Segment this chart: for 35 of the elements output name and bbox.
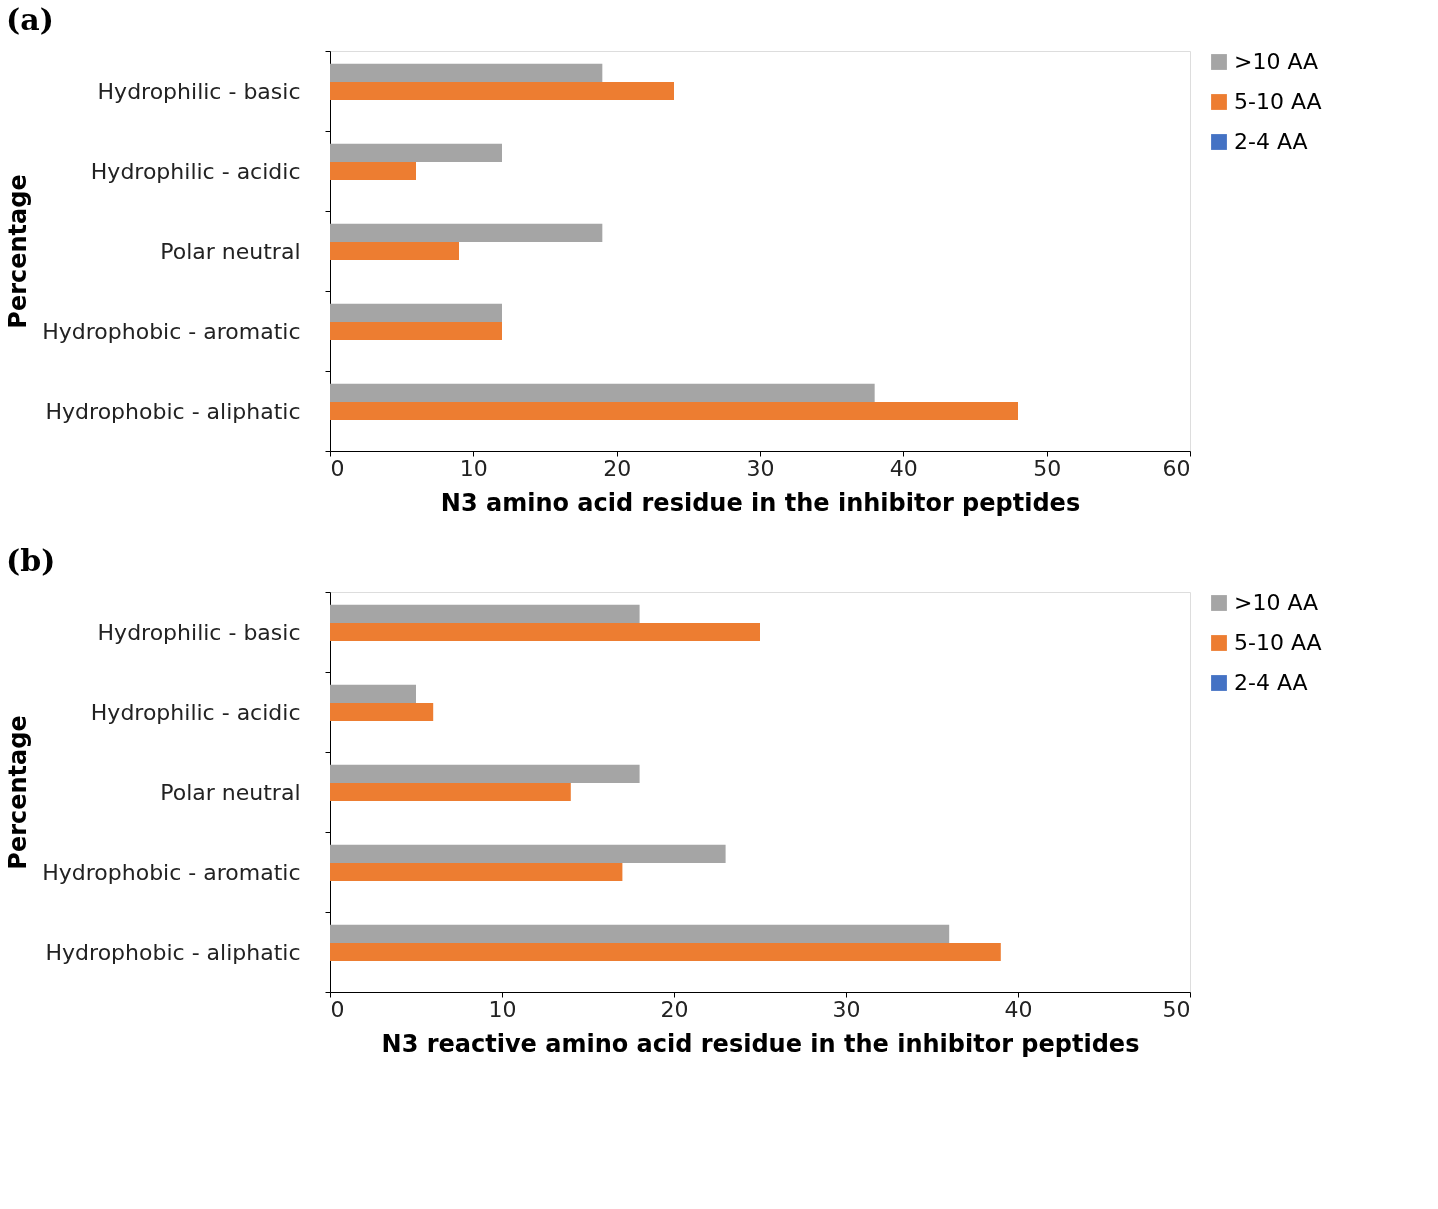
x-tick-label: 0 (330, 996, 345, 1022)
x-tick-label: 20 (660, 996, 689, 1022)
y-tick-label: Hydrophilic - basic (97, 619, 301, 645)
y-tick-label: Hydrophobic - aliphatic (45, 939, 301, 965)
y-axis-title: Percentage (3, 715, 32, 870)
y-tick-label: Hydrophilic - acidic (90, 699, 301, 725)
text: (b) (6, 543, 56, 578)
legend-label: >10 AA (1234, 49, 1319, 74)
x-tick-label: 50 (1033, 455, 1062, 481)
y-tick-label: Polar neutral (160, 238, 301, 264)
x-tick-label: 50 (1162, 996, 1191, 1022)
y-tick-label: Hydrophobic - aliphatic (45, 398, 301, 424)
legend-label: >10 AA (1234, 590, 1319, 615)
x-tick-label: 60 (1162, 455, 1191, 481)
x-tick-label: 10 (459, 455, 488, 481)
x-tick-label: 40 (1004, 996, 1033, 1022)
x-tick-label: 0 (330, 455, 345, 481)
y-tick-label: Hydrophobic - aromatic (42, 318, 301, 344)
y-tick-label: Polar neutral (160, 779, 301, 805)
x-tick-label: 40 (889, 455, 918, 481)
legend-label: 2-4 AA (1234, 670, 1308, 695)
legend-label: 2-4 AA (1234, 129, 1308, 154)
x-axis-title: N3 reactive amino acid residue in the inhibitor peptides (381, 1029, 1140, 1058)
x-tick-label: 20 (603, 455, 632, 481)
x-tick-label: 10 (488, 996, 517, 1022)
x-tick-label: 30 (832, 996, 861, 1022)
legend-label: 5-10 AA (1234, 89, 1322, 114)
y-axis-title: Percentage (3, 174, 32, 329)
y-tick-label: Hydrophilic - basic (97, 78, 301, 104)
text: (a) (6, 2, 54, 37)
x-axis-title: N3 amino acid residue in the inhibitor peptides (440, 488, 1081, 517)
y-tick-label: Hydrophobic - aromatic (42, 859, 301, 885)
legend-label: 5-10 AA (1234, 630, 1322, 655)
x-tick-label: 30 (746, 455, 775, 481)
y-tick-label: Hydrophilic - acidic (90, 158, 301, 184)
